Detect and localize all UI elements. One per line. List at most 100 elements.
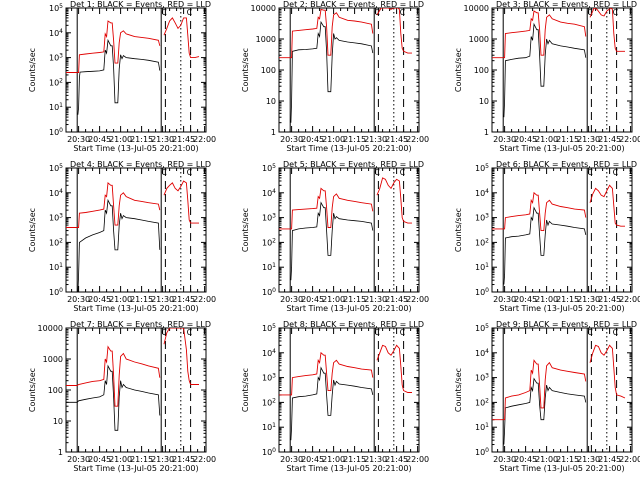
series-events-line xyxy=(66,364,161,431)
series-lld-line xyxy=(279,8,412,59)
y-tick-label: 103 xyxy=(475,213,489,223)
y-tick-label: 103 xyxy=(475,373,489,383)
x-tick-label: 21:30 xyxy=(577,295,600,304)
y-axis-label: Counts/sec xyxy=(28,208,37,252)
x-axis-label: Start Time (13-Jul-05 20:21:00) xyxy=(73,144,198,153)
y-axis-label: Counts/sec xyxy=(241,48,250,92)
series-events-line xyxy=(290,201,374,281)
x-tick-label: 21:45 xyxy=(598,295,621,304)
x-tick-label: 20:45 xyxy=(301,455,324,464)
y-tick-label: 10 xyxy=(53,417,63,426)
y-tick-label: 103 xyxy=(262,373,276,383)
chart-title: Det 9: BLACK = Events, RED = LLD xyxy=(496,320,637,329)
y-tick-label: 1 xyxy=(58,448,63,457)
x-tick-label: 21:45 xyxy=(598,455,621,464)
x-tick-label: 21:15 xyxy=(343,135,366,144)
chart-title: Det 6: BLACK = Events, RED = LLD xyxy=(496,160,637,169)
x-tick-label: 21:30 xyxy=(151,455,174,464)
x-tick-label: 22:00 xyxy=(406,455,429,464)
event-annotation: C xyxy=(400,168,406,177)
x-tick-label: 21:00 xyxy=(109,295,132,304)
series-events-line xyxy=(503,206,587,285)
x-tick-label: 21:00 xyxy=(535,455,558,464)
x-tick-label: 21:00 xyxy=(322,455,345,464)
y-tick-label: 100 xyxy=(474,66,489,75)
chart-title: Det 2: BLACK = Events, RED = LLD xyxy=(283,0,424,9)
x-tick-label: 21:30 xyxy=(151,295,174,304)
x-tick-label: 20:30 xyxy=(280,135,303,144)
x-tick-label: 20:30 xyxy=(67,295,90,304)
x-tick-label: 21:45 xyxy=(385,135,408,144)
y-tick-label: 10000 xyxy=(251,4,276,13)
x-tick-label: 20:45 xyxy=(301,135,324,144)
y-tick-label: 100 xyxy=(49,287,63,297)
event-annotation: C xyxy=(374,168,380,177)
series-lld-line xyxy=(66,328,199,407)
y-axis-label: Counts/sec xyxy=(454,208,463,252)
x-tick-label: 22:00 xyxy=(406,295,429,304)
series-lld-line xyxy=(492,184,625,232)
x-tick-label: 22:00 xyxy=(193,455,216,464)
x-tick-label: 21:15 xyxy=(130,135,153,144)
y-tick-label: 102 xyxy=(49,237,63,247)
x-tick-label: 20:30 xyxy=(280,455,303,464)
y-tick-label: 104 xyxy=(49,188,63,198)
y-tick-label: 1000 xyxy=(256,35,276,44)
y-tick-label: 100 xyxy=(475,287,489,297)
event-annotation: C xyxy=(187,168,193,177)
x-tick-label: 20:45 xyxy=(514,135,537,144)
series-lld-line xyxy=(492,344,626,421)
chart-title: Det 1: BLACK = Events, RED = LLD xyxy=(70,0,211,9)
chart-title: Det 8: BLACK = Events, RED = LLD xyxy=(283,320,424,329)
y-tick-label: 102 xyxy=(49,77,63,87)
event-annotation: C xyxy=(400,328,406,337)
chart-panel: Det 7: BLACK = Events, RED = LLD 1 10 100 10… xyxy=(28,320,216,473)
chart-panel: Det 5: BLACK = Events, RED = LLD 100 101 10… xyxy=(241,160,429,313)
y-tick-label: 100 xyxy=(262,287,276,297)
x-tick-label: 21:30 xyxy=(364,295,387,304)
x-tick-label: 21:15 xyxy=(556,455,579,464)
y-tick-label: 101 xyxy=(49,262,63,272)
x-axis-label: Start Time (13-Jul-05 20:21:00) xyxy=(73,464,198,473)
x-tick-label: 21:00 xyxy=(535,135,558,144)
x-axis-label: Start Time (13-Jul-05 20:21:00) xyxy=(286,304,411,313)
y-tick-label: 101 xyxy=(475,422,489,432)
event-annotation: C xyxy=(587,8,593,17)
y-tick-label: 1 xyxy=(484,128,489,137)
plot-frame xyxy=(65,7,207,133)
event-annotation: C xyxy=(374,8,380,17)
series-events-line xyxy=(77,38,161,115)
x-tick-label: 21:00 xyxy=(322,295,345,304)
y-axis-label: Counts/sec xyxy=(241,208,250,252)
x-tick-label: 20:30 xyxy=(67,455,90,464)
event-annotation: C xyxy=(161,168,167,177)
x-tick-label: 20:45 xyxy=(88,455,111,464)
y-tick-label: 1 xyxy=(271,128,276,137)
x-tick-label: 21:15 xyxy=(556,135,579,144)
y-tick-label: 105 xyxy=(49,3,63,13)
x-tick-label: 21:45 xyxy=(598,135,621,144)
y-tick-label: 104 xyxy=(262,348,276,358)
x-tick-label: 21:15 xyxy=(130,295,153,304)
x-tick-label: 20:30 xyxy=(493,295,516,304)
y-tick-label: 100 xyxy=(48,386,63,395)
chart-title: Det 7: BLACK = Events, RED = LLD xyxy=(70,320,211,329)
x-tick-label: 20:30 xyxy=(280,295,303,304)
y-tick-label: 102 xyxy=(475,397,489,407)
chart-title: Det 3: BLACK = Events, RED = LLD xyxy=(496,0,637,9)
event-annotation: C xyxy=(187,8,193,17)
y-axis-label: Counts/sec xyxy=(241,368,250,412)
y-tick-label: 105 xyxy=(475,323,489,333)
x-tick-label: 21:45 xyxy=(172,455,195,464)
series-events-line xyxy=(77,198,161,292)
chart-title: Det 5: BLACK = Events, RED = LLD xyxy=(283,160,424,169)
chart-panel: Det 1: BLACK = Events, RED = LLD 100 101 10… xyxy=(28,0,216,153)
y-tick-label: 10000 xyxy=(464,4,489,13)
event-annotation: C xyxy=(161,8,167,17)
y-tick-label: 10000 xyxy=(38,324,63,333)
x-axis-label: Start Time (13-Jul-05 20:21:00) xyxy=(286,144,411,153)
x-tick-label: 21:15 xyxy=(343,295,366,304)
y-tick-label: 102 xyxy=(262,237,276,247)
